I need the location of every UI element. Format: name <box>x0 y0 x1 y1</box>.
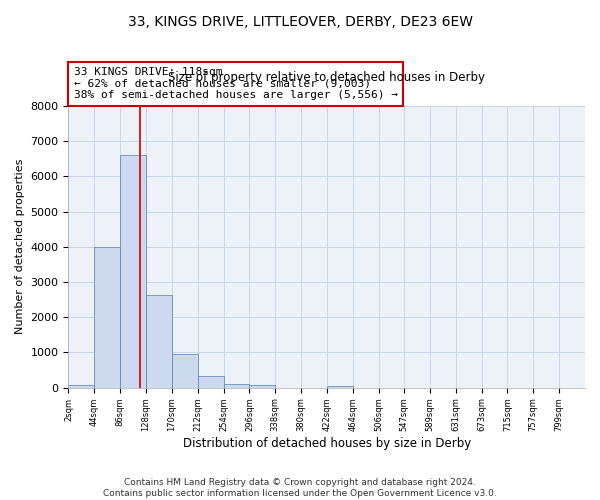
Title: Size of property relative to detached houses in Derby: Size of property relative to detached ho… <box>168 71 485 84</box>
Bar <box>250 386 275 388</box>
Y-axis label: Number of detached properties: Number of detached properties <box>15 159 25 334</box>
Text: 33, KINGS DRIVE, LITTLEOVER, DERBY, DE23 6EW: 33, KINGS DRIVE, LITTLEOVER, DERBY, DE23… <box>128 15 473 29</box>
Bar <box>198 376 224 388</box>
Bar <box>172 354 198 388</box>
Bar <box>68 386 94 388</box>
Bar <box>94 247 120 388</box>
Text: Contains HM Land Registry data © Crown copyright and database right 2024.
Contai: Contains HM Land Registry data © Crown c… <box>103 478 497 498</box>
Bar <box>224 384 250 388</box>
Bar <box>146 296 172 388</box>
Text: 33 KINGS DRIVE: 118sqm
← 62% of detached houses are smaller (9,003)
38% of semi-: 33 KINGS DRIVE: 118sqm ← 62% of detached… <box>74 67 398 100</box>
Bar <box>120 155 146 388</box>
Bar <box>327 386 353 388</box>
X-axis label: Distribution of detached houses by size in Derby: Distribution of detached houses by size … <box>182 437 471 450</box>
